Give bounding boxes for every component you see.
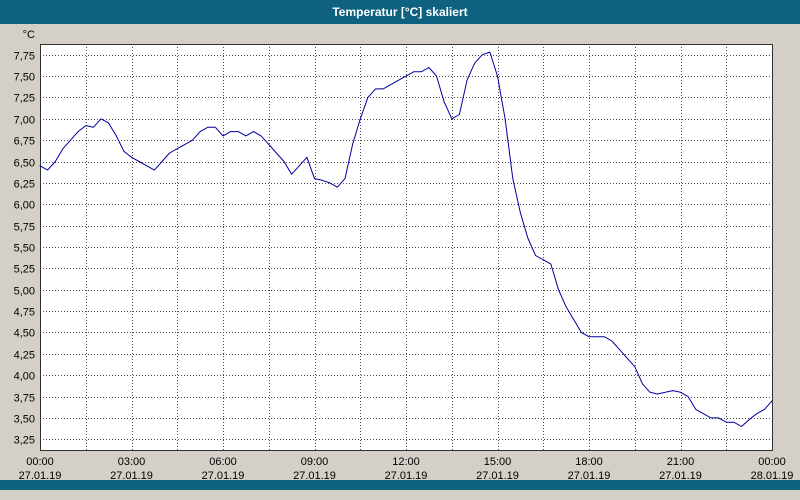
chart-panel: 7,75 7,50 7,25 7,00 6,75 6,50 6,25 6,00 5,75 5,50… bbox=[0, 24, 800, 490]
y-axis-tick-label: 4,75 bbox=[14, 307, 35, 319]
y-axis-tick-label: 6,75 bbox=[14, 136, 35, 148]
y-axis-tick-label: 6,25 bbox=[14, 179, 35, 191]
x-axis-date-label: 27.01.19 bbox=[568, 470, 611, 482]
x-axis-time-label: 18:00 bbox=[575, 456, 603, 468]
x-axis-time-label: 21:00 bbox=[667, 456, 695, 468]
x-axis-date-label: 27.01.19 bbox=[385, 470, 428, 482]
y-axis-tick-label: 7,00 bbox=[14, 115, 35, 127]
y-axis-tick-label: 3,25 bbox=[14, 435, 35, 447]
window-title: Temperatur [°C] skaliert bbox=[332, 5, 468, 19]
y-axis-tick-label: 5,00 bbox=[14, 286, 35, 298]
y-axis-tick-label: 5,75 bbox=[14, 222, 35, 234]
y-axis-tick-label: 4,50 bbox=[14, 328, 35, 340]
y-axis-tick-label: 4,25 bbox=[14, 350, 35, 362]
y-axis-tick-label: 7,25 bbox=[14, 93, 35, 105]
y-axis-unit-label: °C bbox=[23, 29, 35, 41]
y-axis-tick-label: 5,50 bbox=[14, 243, 35, 255]
x-axis-date-label: 27.01.19 bbox=[476, 470, 519, 482]
y-axis-tick-label: 6,00 bbox=[14, 200, 35, 212]
x-axis-time-label: 15:00 bbox=[484, 456, 512, 468]
bottom-bar bbox=[0, 480, 800, 490]
x-axis-time-label: 00:00 bbox=[758, 456, 786, 468]
x-axis-date-label: 27.01.19 bbox=[659, 470, 702, 482]
x-axis-time-label: 06:00 bbox=[209, 456, 237, 468]
x-axis-date-label: 28.01.19 bbox=[751, 470, 794, 482]
x-axis-date-label: 27.01.19 bbox=[293, 470, 336, 482]
x-axis-date-label: 27.01.19 bbox=[110, 470, 153, 482]
y-axis-tick-label: 3,75 bbox=[14, 393, 35, 405]
x-axis-time-label: 09:00 bbox=[301, 456, 329, 468]
temperature-chart: 7,75 7,50 7,25 7,00 6,75 6,50 6,25 6,00 5,75 5,50… bbox=[14, 29, 794, 482]
title-bar: Temperatur [°C] skaliert bbox=[0, 0, 800, 24]
x-axis-time-label: 00:00 bbox=[26, 456, 54, 468]
x-axis-time-label: 12:00 bbox=[392, 456, 420, 468]
temperature-series-line bbox=[39, 51, 773, 427]
x-axis-date-label: 27.01.19 bbox=[202, 470, 245, 482]
y-axis-tick-label: 7,75 bbox=[14, 51, 35, 63]
y-axis-tick-label: 4,00 bbox=[14, 371, 35, 383]
x-axis-time-label: 03:00 bbox=[118, 456, 146, 468]
y-axis-tick-label: 7,50 bbox=[14, 72, 35, 84]
y-axis-tick-label: 5,25 bbox=[14, 264, 35, 276]
x-axis-date-label: 27.01.19 bbox=[19, 470, 62, 482]
y-axis-tick-label: 3,50 bbox=[14, 414, 35, 426]
plot-border bbox=[40, 44, 773, 451]
y-axis-tick-label: 6,50 bbox=[14, 158, 35, 170]
